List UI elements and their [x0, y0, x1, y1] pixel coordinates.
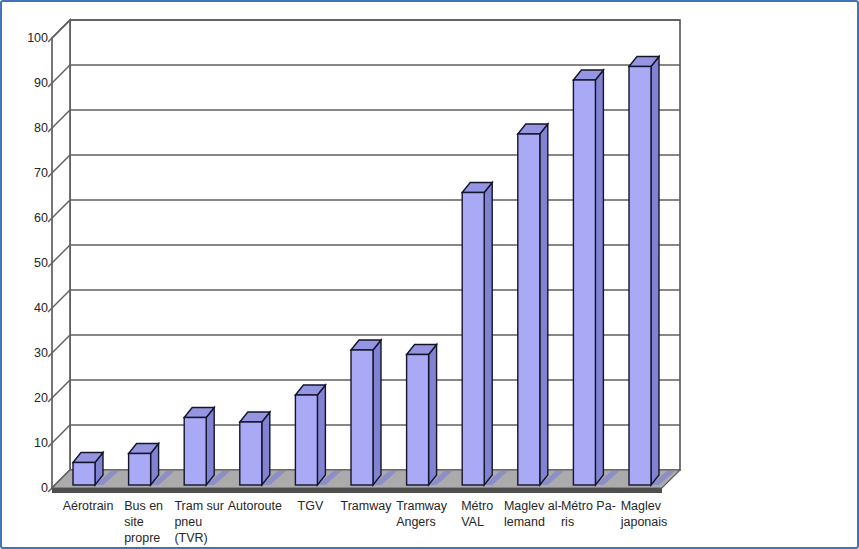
- floor-front-edge: [52, 488, 662, 493]
- bar-chart-3d-canvas: 0 10 20 30 40 50 60 70 80 90 100: [2, 2, 859, 549]
- bar-aerotrain: [73, 463, 95, 486]
- bar-side-tramway: [373, 340, 381, 485]
- bar-side-maglev-japonais: [651, 57, 659, 486]
- y-axis-tick-label: 30: [34, 346, 48, 360]
- y-axis-tick-label: 0: [41, 481, 48, 495]
- bar-side-metro-val: [484, 183, 492, 486]
- y-axis-tick-label: 90: [34, 76, 48, 90]
- bar-side-tgv: [317, 385, 325, 485]
- bar-side-autoroute: [262, 412, 270, 485]
- bar-bus-en-site-propre: [129, 454, 151, 486]
- bar-tramway: [351, 350, 373, 485]
- bar-tgv: [295, 395, 317, 485]
- bar-side-metro-paris: [595, 70, 603, 485]
- y-axis-tick-label: 60: [34, 211, 48, 225]
- chart-page: 0102030405060708090100 AérotrainBus en s…: [0, 0, 859, 549]
- y-axis-tick-label: 50: [34, 256, 48, 270]
- bar-metro-paris: [573, 80, 595, 485]
- y-axis-tick-label: 70: [34, 166, 48, 180]
- y-axis-tick-label: 20: [34, 391, 48, 405]
- y-axis-tick-label: 100: [27, 31, 48, 45]
- bar-metro-val: [462, 193, 484, 486]
- bar-side-tramway-angers: [429, 345, 437, 486]
- y-axis-tick-label: 10: [34, 436, 48, 450]
- bar-tram-sur-pneu-tvr: [184, 418, 206, 486]
- bar-side-tram-sur-pneu-tvr: [206, 408, 214, 486]
- bar-maglev-japonais: [629, 67, 651, 486]
- bar-maglev-allemand: [518, 134, 540, 485]
- bar-autoroute: [240, 422, 262, 485]
- bar-side-maglev-allemand: [540, 124, 548, 485]
- y-axis-tick-label: 40: [34, 301, 48, 315]
- bar-tramway-angers: [407, 355, 429, 486]
- y-axis-tick-label: 80: [34, 121, 48, 135]
